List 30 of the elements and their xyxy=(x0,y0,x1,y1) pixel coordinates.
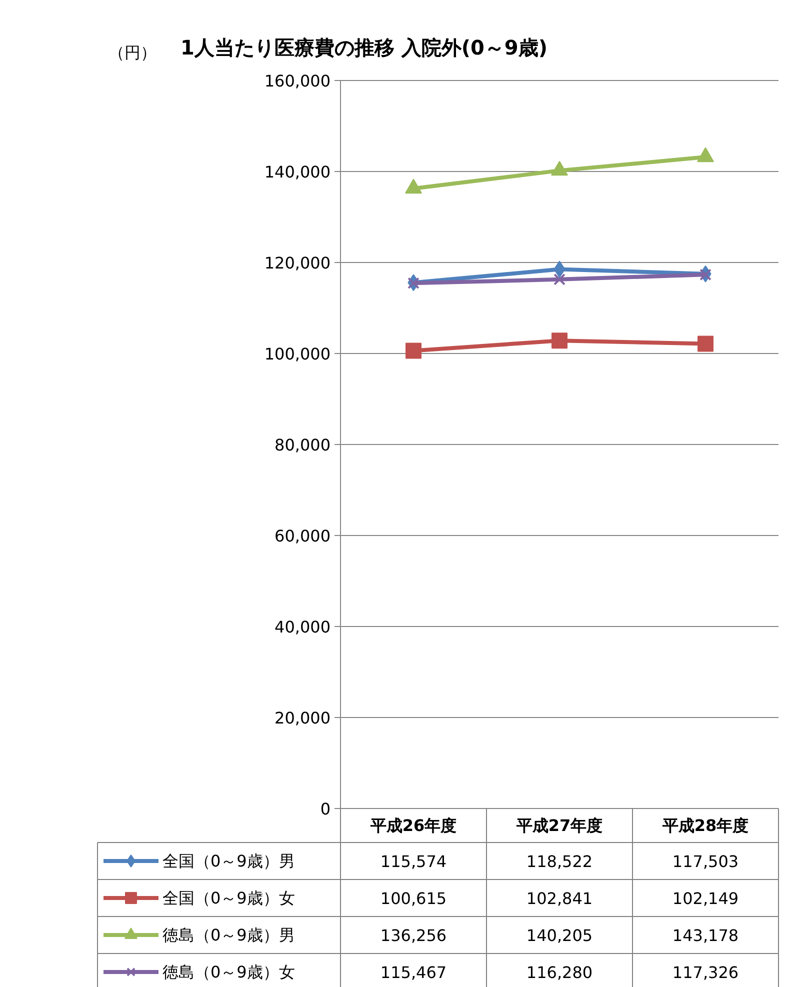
text: （円） xyxy=(108,43,156,62)
data-label: 100,615 xyxy=(380,889,447,908)
data-label: 117,503 xyxy=(672,852,739,871)
data-label: 102,841 xyxy=(526,889,593,908)
data-label: 115,574 xyxy=(380,852,447,871)
x-tick-label: 平成26年度 xyxy=(369,816,457,835)
y-tick-label: 160,000 xyxy=(264,72,331,90)
y-tick-label: 0 xyxy=(320,800,331,818)
legend-label: 徳島（0～9歳）男 xyxy=(162,926,295,944)
chart-title: 1人当たり医療費の推移 入院外(0～9歳) xyxy=(180,36,548,60)
data-label: 118,522 xyxy=(526,852,593,871)
y-tick-label: 60,000 xyxy=(274,526,330,546)
data-label: 136,256 xyxy=(380,926,447,945)
data-label: 117,326 xyxy=(672,963,739,982)
y-tick-label: 100,000 xyxy=(264,344,331,364)
data-label: 102,149 xyxy=(672,889,739,908)
y-tick-label: 120,000 xyxy=(264,254,331,272)
legend-label: 全国（0～9歳）女 xyxy=(162,888,295,908)
y-tick-label: 140,000 xyxy=(264,162,331,182)
y-tick-label: 80,000 xyxy=(274,436,330,454)
x-tick-label: 平成28年度 xyxy=(661,816,749,835)
legend-label: 徳島（0～9歳）女 xyxy=(162,962,295,982)
x-tick-label: 平成27年度 xyxy=(515,816,603,835)
data-label: 143,178 xyxy=(672,926,739,945)
data-label: 115,467 xyxy=(380,963,447,982)
data-label: 116,280 xyxy=(526,963,593,982)
legend-label: 全国（0～9歳）男 xyxy=(162,852,295,870)
y-tick-label: 20,000 xyxy=(274,708,330,728)
data-label: 140,205 xyxy=(526,926,593,945)
y-tick-label: 40,000 xyxy=(274,618,330,636)
